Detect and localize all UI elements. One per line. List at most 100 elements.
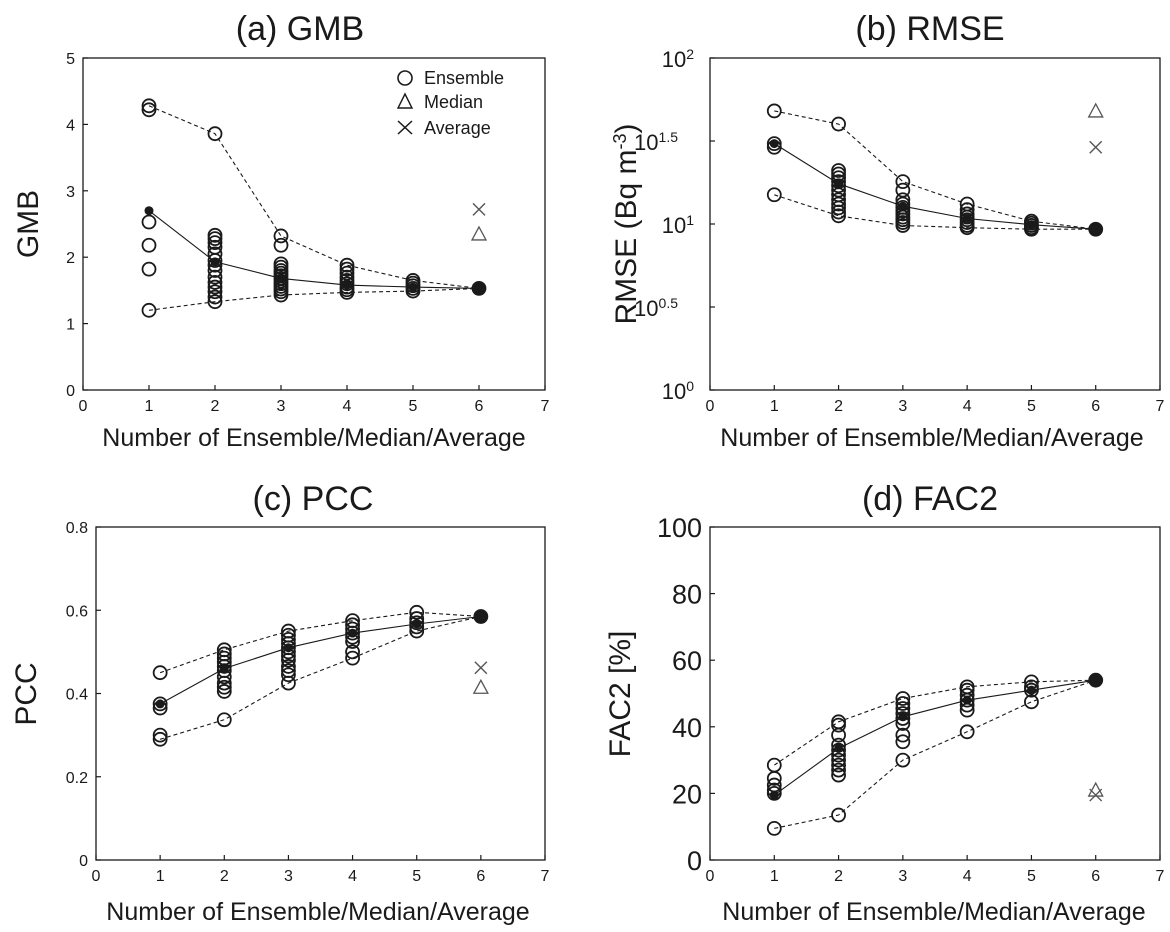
x-tick-label: 3 bbox=[898, 868, 907, 885]
y-tick-label: 3 bbox=[66, 184, 75, 201]
x-tick-label: 1 bbox=[156, 868, 165, 885]
ensemble-point bbox=[141, 237, 157, 253]
ensemble-point bbox=[831, 208, 846, 224]
ensemble-point bbox=[339, 265, 355, 281]
ensemble-point bbox=[281, 667, 296, 683]
mean-point bbox=[898, 712, 908, 722]
ensemble-point bbox=[281, 627, 296, 643]
ensemble-point bbox=[766, 103, 782, 119]
ensemble-point bbox=[766, 757, 782, 773]
y-tick-label: 40 bbox=[672, 713, 702, 743]
ensemble-point bbox=[273, 256, 289, 272]
max-series-line bbox=[774, 110, 1096, 230]
x-tick-label: 0 bbox=[92, 868, 101, 885]
mean-point bbox=[219, 664, 229, 674]
mean-point bbox=[144, 206, 154, 216]
ensemble-point-final bbox=[474, 609, 488, 624]
y-tick-label: 0.2 bbox=[66, 770, 88, 787]
ensemble-point bbox=[339, 261, 355, 277]
mean-point bbox=[155, 699, 165, 709]
median-point bbox=[472, 678, 489, 694]
ensemble-point bbox=[345, 650, 360, 666]
y-tick-label: 60 bbox=[672, 646, 702, 676]
ensemble-point bbox=[141, 102, 157, 118]
ensemble-point-final bbox=[1088, 222, 1103, 237]
mean-series-line bbox=[773, 679, 1096, 796]
max-series-line bbox=[773, 679, 1096, 766]
max-series-line bbox=[148, 105, 480, 289]
ensemble-point bbox=[141, 214, 157, 230]
ensemble-point bbox=[895, 734, 911, 750]
average-point bbox=[472, 202, 486, 216]
mean-point bbox=[898, 201, 908, 211]
ensemble-point bbox=[831, 163, 846, 178]
y-tick-label: 101.5 bbox=[634, 129, 678, 155]
x-tick-label: 7 bbox=[541, 398, 550, 415]
median-point bbox=[1087, 102, 1104, 118]
x-tick-label: 2 bbox=[834, 868, 843, 885]
x-axis-label: Number of Ensemble/Median/Average bbox=[720, 424, 1143, 452]
x-tick-label: 0 bbox=[79, 398, 88, 415]
chart-panel-4: (d) FAC2 Number of Ensemble/Median/Averag… bbox=[604, 480, 1165, 926]
ensemble-point bbox=[152, 665, 168, 681]
ensemble-point bbox=[831, 714, 846, 730]
ensemble-point bbox=[207, 269, 223, 285]
min-series-line bbox=[159, 615, 482, 740]
ensemble-point bbox=[831, 752, 846, 768]
mean-point bbox=[1026, 685, 1036, 695]
chart-title: (a) GMB bbox=[236, 10, 364, 48]
y-tick-label: 100.5 bbox=[634, 295, 678, 321]
mean-point bbox=[283, 643, 293, 653]
mean-point bbox=[1026, 220, 1036, 230]
ensemble-point bbox=[831, 762, 846, 778]
x-tick-label: 2 bbox=[211, 398, 220, 415]
mean-point bbox=[962, 695, 972, 705]
ensemble-point bbox=[207, 294, 223, 310]
ensemble-point bbox=[152, 727, 168, 743]
ensemble-point bbox=[831, 192, 846, 208]
x-tick-label: 6 bbox=[1091, 868, 1100, 885]
x-tick-label: 3 bbox=[898, 398, 907, 415]
ensemble-point bbox=[766, 187, 782, 203]
ensemble-point bbox=[216, 684, 232, 699]
mean-point bbox=[962, 213, 972, 223]
ensemble-point bbox=[207, 289, 223, 305]
ensemble-point bbox=[895, 727, 911, 743]
chart-panel-1: (a) GMB Number of Ensemble/Median/Average… bbox=[12, 10, 550, 452]
y-tick-label: 0 bbox=[79, 853, 88, 870]
ensemble-point bbox=[959, 724, 975, 740]
y-axis-label: PCC bbox=[10, 662, 43, 725]
x-tick-label: 4 bbox=[963, 398, 972, 415]
legend: Ensemble Median Average bbox=[396, 68, 504, 138]
ensemble-point bbox=[216, 646, 232, 662]
x-tick-label: 5 bbox=[412, 868, 421, 885]
ensemble-point bbox=[216, 712, 232, 728]
ensemble-point bbox=[895, 696, 911, 711]
ensemble-point bbox=[207, 279, 223, 295]
y-axis-label: RMSE (Bq m-3) bbox=[610, 123, 643, 324]
min-series-line bbox=[148, 287, 480, 311]
mean-point bbox=[834, 179, 844, 189]
chart-title: (b) RMSE bbox=[855, 10, 1004, 48]
ensemble-point bbox=[207, 227, 223, 243]
ensemble-point bbox=[207, 126, 223, 142]
x-tick-label: 6 bbox=[1091, 398, 1100, 415]
ensemble-point bbox=[281, 623, 296, 639]
ensemble-point bbox=[207, 239, 223, 255]
y-tick-label: 101 bbox=[662, 212, 694, 238]
ensemble-point bbox=[831, 116, 846, 132]
x-tick-label: 7 bbox=[1156, 868, 1165, 885]
ensemble-point bbox=[831, 757, 846, 773]
median-point bbox=[1087, 781, 1104, 797]
ensemble-point bbox=[831, 767, 846, 783]
ensemble-point bbox=[345, 613, 360, 629]
mean-point bbox=[412, 619, 422, 629]
legend-ensemble-marker bbox=[397, 70, 413, 86]
mean-point bbox=[210, 257, 220, 267]
ensemble-point bbox=[207, 275, 223, 290]
ensemble-point bbox=[207, 235, 223, 250]
x-tick-label: 0 bbox=[706, 868, 715, 885]
average-point bbox=[474, 661, 488, 675]
average-point bbox=[1089, 140, 1103, 154]
mean-point bbox=[342, 280, 352, 290]
